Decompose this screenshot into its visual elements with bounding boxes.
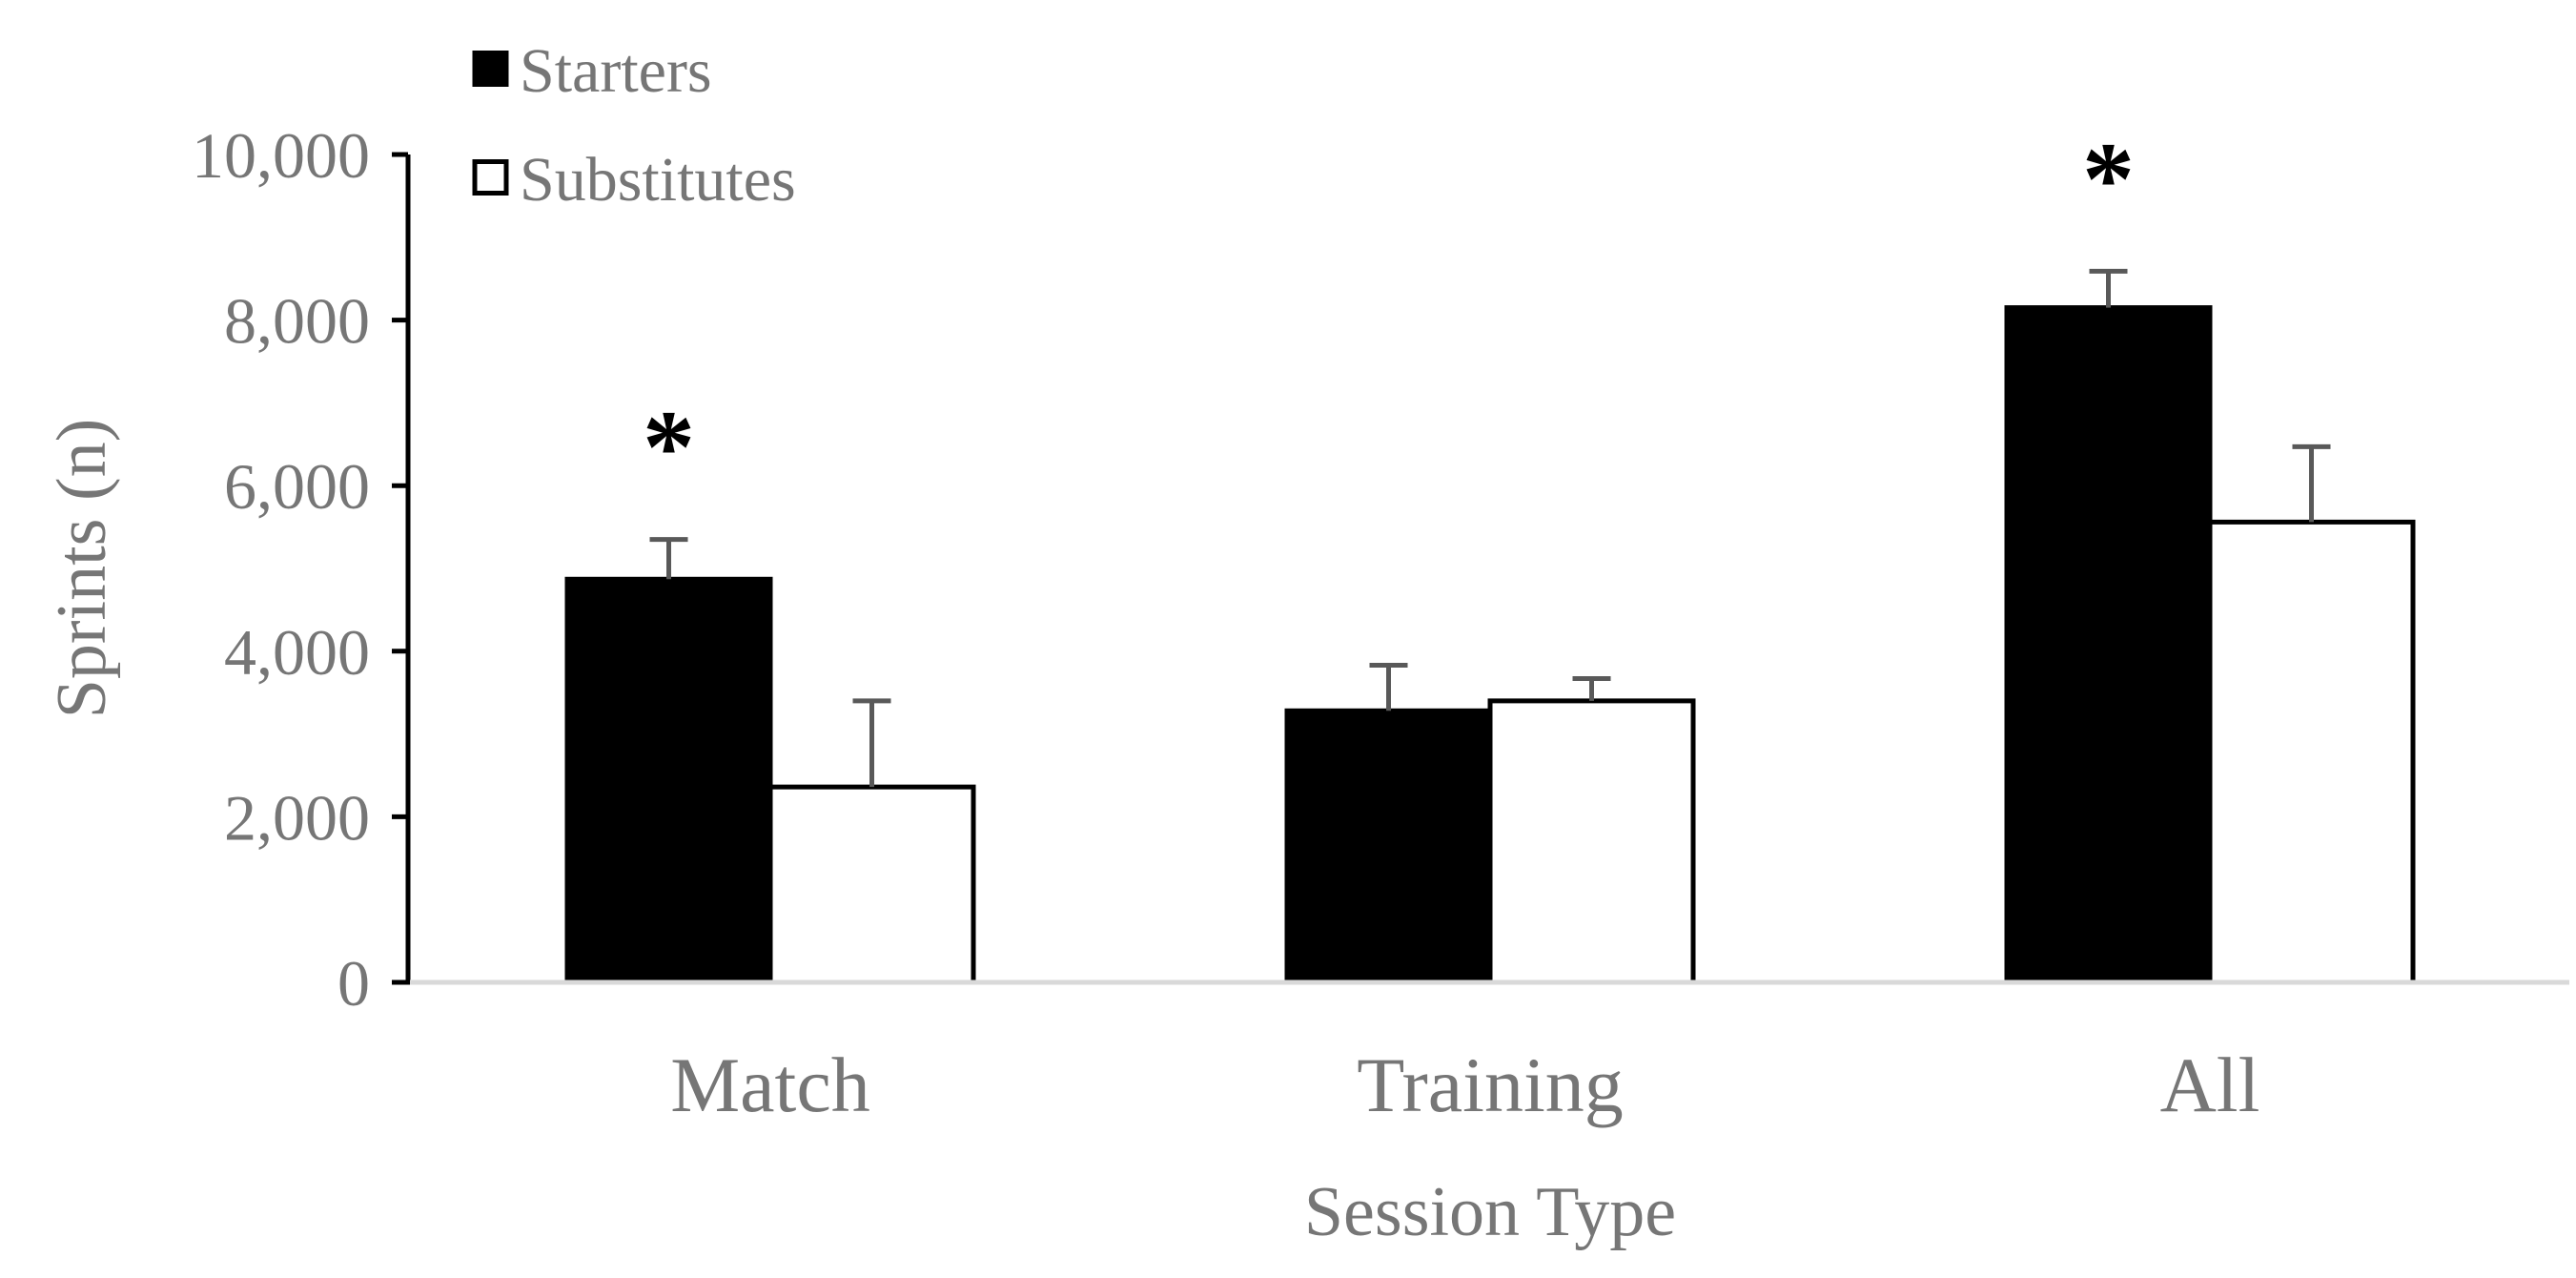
y-tick-label: 6,000 (224, 450, 370, 523)
y-tick-label: 0 (337, 947, 370, 1020)
x-axis-title: Session Type (1304, 1173, 1676, 1251)
bar-starters-match (564, 576, 773, 985)
y-axis: 0 2,000 4,000 6,000 8,000 10,000 (192, 119, 411, 1020)
bar-starters-training (1284, 708, 1493, 985)
y-tick-label: 2,000 (224, 781, 370, 854)
legend-swatch-substitutes (472, 159, 509, 196)
y-axis-title: Sprints (n) (43, 419, 121, 719)
y-tick-label: 4,000 (224, 616, 370, 689)
error-bars (649, 268, 2331, 788)
legend-label-substitutes: Substitutes (520, 145, 796, 215)
significance-annotations: ** (643, 120, 2135, 505)
legend-label-starters: Starters (520, 36, 712, 106)
x-tick-label-all: All (2160, 1041, 2260, 1128)
legend: Starters Substitutes (472, 36, 796, 215)
y-tick-label: 8,000 (224, 285, 370, 358)
significance-asterisk: * (643, 389, 695, 505)
bars (564, 305, 2416, 985)
x-tick-label-training: Training (1357, 1041, 1623, 1128)
bar-substitutes-all (2207, 519, 2416, 985)
y-tick-label: 10,000 (192, 119, 370, 192)
x-tick-label-match: Match (670, 1041, 869, 1128)
legend-swatch-starters (472, 51, 509, 87)
bar-substitutes-match (767, 784, 976, 985)
x-axis: Match Training All (392, 979, 2569, 1128)
significance-asterisk: * (2082, 120, 2135, 237)
bar-substitutes-training (1487, 698, 1696, 985)
bar-starters-all (2004, 305, 2213, 985)
